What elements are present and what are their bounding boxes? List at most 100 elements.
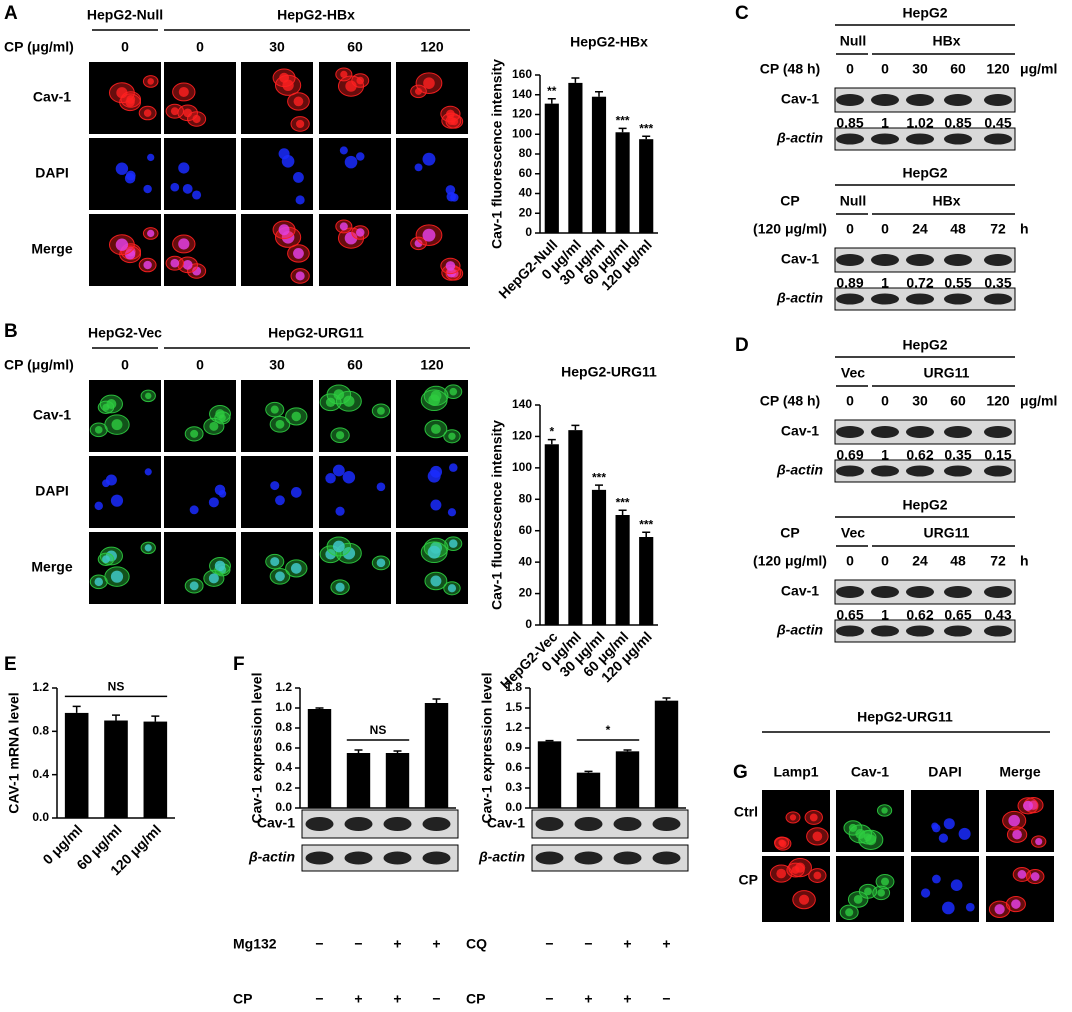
row-label: Cav-1 [33,407,71,423]
nucleus [115,162,129,175]
cell-center [377,406,385,415]
cell-center [813,871,822,880]
lane-label: 72 [990,221,1006,237]
micrograph [762,790,830,852]
nucleus [94,577,103,587]
band [871,465,899,477]
y-tick-label: 0.0 [505,800,522,814]
y-tick-label: 120 [512,429,532,443]
cell-center [845,908,854,917]
treatment-sign: − [584,936,592,952]
treatment-label: CP [233,991,252,1007]
cell-center [881,807,888,814]
dose-label: 60 [347,357,363,373]
nucleus [295,271,305,281]
lane-label: 0 [846,553,854,569]
band [871,586,899,598]
bar [346,753,371,808]
band [613,851,642,865]
y-tick-label: 0.6 [505,760,522,774]
micrograph [89,456,161,528]
y-tick-label: 20 [519,205,533,219]
nucleus [170,182,180,192]
group-header: HepG2-HBx [277,7,355,23]
band [906,133,934,145]
column-label: Cav-1 [851,764,889,780]
band [944,94,972,106]
nucleus [124,173,136,184]
band-label: β-actin [776,290,823,306]
cell-center [190,429,199,438]
ratio: 1.02 [906,115,933,131]
nucleus [414,163,423,172]
nucleus [1035,837,1043,846]
significance: *** [639,121,653,135]
bar [568,430,583,625]
row-label: Ctrl [734,804,758,820]
lane-label: 0 [881,221,889,237]
band [871,625,899,637]
blot-header: HepG2 [902,165,947,181]
bar [424,703,449,808]
band [836,586,864,598]
nucleus [325,549,336,560]
ratio: 0.69 [836,447,863,463]
bar [143,721,168,818]
cell-center [325,397,336,407]
y-tick-label: 40 [519,186,533,200]
unit-label: h [1020,553,1029,569]
dose-label: 0 [196,39,204,55]
lane-label: 72 [990,553,1006,569]
group-label: HBx [932,33,960,49]
significance: ** [547,84,557,98]
band [871,133,899,145]
lane-label: 24 [912,221,928,237]
condition-label: CP (48 h) [760,61,820,77]
group-label: Vec [841,365,865,381]
band [836,133,864,145]
blot-header: HepG2 [902,497,947,513]
unit-label: h [1020,221,1029,237]
cell-center [94,426,103,434]
ratio: 0.72 [906,275,933,291]
nucleus [447,584,457,593]
band [574,817,603,831]
nucleus [147,229,155,238]
dose-label: 60 [347,39,363,55]
nucleus [344,155,358,169]
row-label: DAPI [35,483,68,499]
significance: * [549,425,554,439]
nucleus [965,902,975,912]
y-tick-label: 120 [512,107,532,121]
nucleus [445,261,456,271]
error-bar [545,739,554,742]
band [906,586,934,598]
y-tick-label: 0 [525,225,532,239]
y-tick-label: 0.4 [32,767,49,781]
significance: *** [639,517,653,531]
y-tick-label: 1.5 [505,700,522,714]
nucleus [932,823,941,833]
nucleus [144,468,152,476]
lane-label: 60 [950,61,966,77]
band [906,94,934,106]
ratio: 0.65 [836,607,863,623]
panel-label: D [735,335,749,356]
nucleus [943,818,955,830]
micrograph [89,62,161,134]
band-label: Cav-1 [257,815,295,831]
band-label: β-actin [478,849,525,865]
panel-label: A [4,3,18,24]
band [574,851,603,865]
lane-label: 0 [846,61,854,77]
lane-label: 120 [986,61,1010,77]
nucleus [335,582,345,592]
ratio: 0.62 [906,447,933,463]
band-label: Cav-1 [781,583,819,599]
nucleus [1030,872,1040,881]
band [944,426,972,438]
bar [568,82,583,234]
error-bar [584,770,593,773]
y-tick-label: 80 [519,491,533,505]
